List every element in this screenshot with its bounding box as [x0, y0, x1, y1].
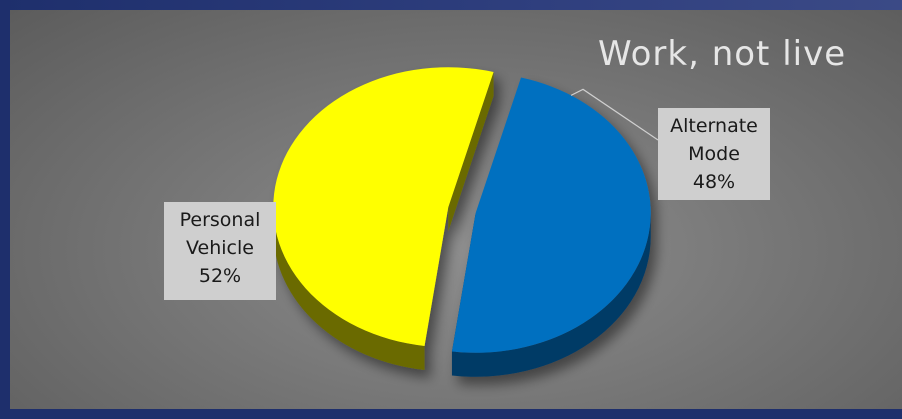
chart-title: Work, not live	[598, 34, 847, 74]
pie-slice-alternate-mode	[451, 77, 651, 377]
callout-alternate-line-2: Mode	[688, 143, 740, 165]
leader-line-alternate-mode	[570, 88, 659, 141]
slide-frame-top	[0, 0, 902, 10]
callout-personal-percent: 52%	[198, 265, 242, 287]
pie-slice-side	[451, 212, 651, 377]
pie-slice-top	[273, 67, 494, 346]
pie-slice-cut-face	[448, 72, 494, 232]
pie-slice-top	[451, 77, 651, 353]
slide-frame-bottom	[0, 409, 902, 419]
callout-personal-line-2: Vehicle	[186, 237, 254, 259]
callout-personal-line-1: Personal	[179, 209, 261, 231]
pie-slice-side	[273, 207, 425, 370]
slide-frame-left	[0, 0, 10, 419]
callout-personal-vehicle: Personal Vehicle 52%	[164, 202, 276, 300]
callout-alternate-mode: Alternate Mode 48%	[658, 108, 770, 200]
callout-alternate-percent: 48%	[692, 171, 736, 193]
callout-alternate-line-1: Alternate	[670, 115, 758, 137]
pie-slice-personal-vehicle	[273, 67, 494, 370]
